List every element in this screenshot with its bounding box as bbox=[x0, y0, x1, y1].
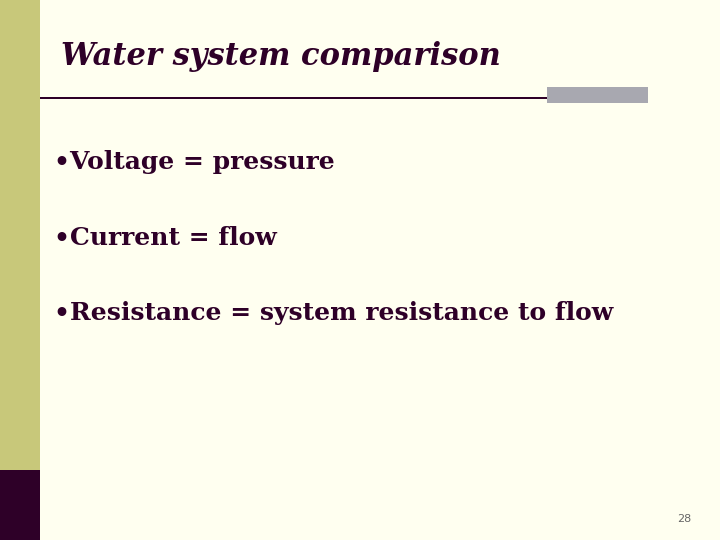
Text: •Voltage = pressure: •Voltage = pressure bbox=[54, 150, 335, 174]
Bar bbox=[0, 0, 40, 470]
Text: Water system comparison: Water system comparison bbox=[61, 41, 501, 72]
Bar bbox=[547, 87, 648, 103]
Text: •Resistance = system resistance to flow: •Resistance = system resistance to flow bbox=[54, 301, 613, 325]
Bar bbox=[0, 470, 40, 540]
Text: 28: 28 bbox=[677, 514, 691, 524]
Text: •Current = flow: •Current = flow bbox=[54, 226, 276, 249]
FancyArrow shape bbox=[40, 98, 547, 99]
